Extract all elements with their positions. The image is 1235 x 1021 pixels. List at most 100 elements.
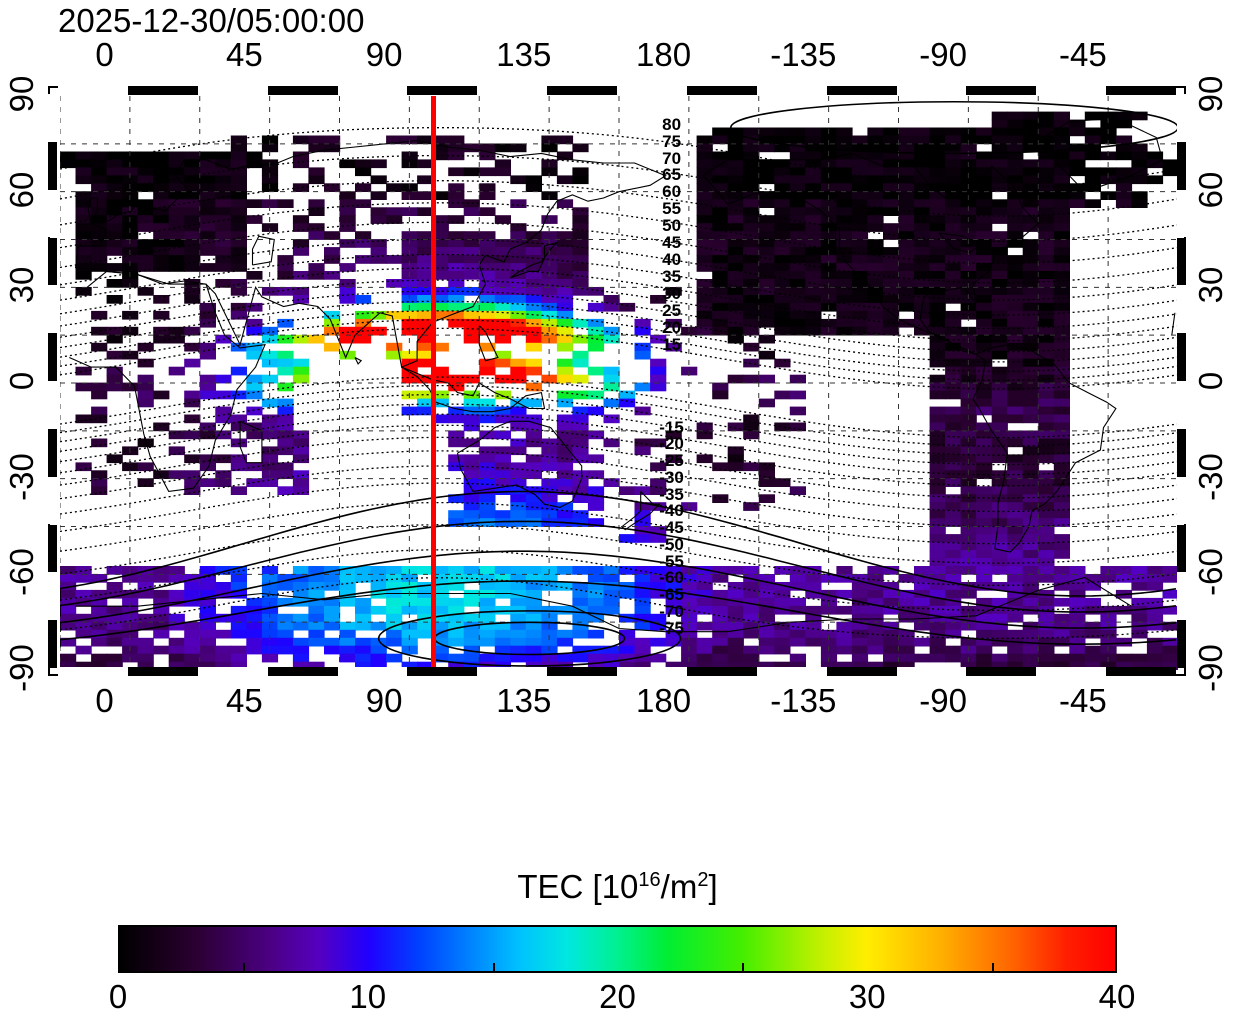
tec-cell: [727, 621, 744, 631]
tec-cell: [386, 183, 403, 192]
tec-cell: [603, 302, 620, 312]
tec-cell: [1007, 111, 1024, 121]
tec-cell: [556, 175, 574, 185]
tec-cell: [960, 494, 977, 503]
tec-cell: [60, 597, 77, 607]
tec-cell: [1053, 454, 1070, 464]
tec-cell: [758, 310, 775, 320]
tec-cell: [1053, 167, 1070, 177]
tec-cell: [883, 279, 900, 288]
colorbar-minor-tick: [992, 963, 995, 973]
frame-tick-segment: [1177, 189, 1186, 238]
colorbar[interactable]: [118, 925, 1117, 973]
tec-cell: [230, 167, 247, 177]
tec-cell: [355, 334, 372, 344]
tec-cell: [805, 295, 822, 304]
tec-cell: [91, 621, 108, 631]
tec-cell: [991, 287, 1008, 296]
tec-cell: [401, 255, 418, 264]
tec-cell: [743, 318, 760, 328]
tec-cell: [1084, 183, 1101, 192]
frame-ticks-right: [1177, 86, 1186, 676]
tec-cell: [122, 637, 139, 647]
tec-cell: [1053, 143, 1070, 153]
tec-cell: [1100, 605, 1117, 615]
tec-cell: [308, 621, 325, 631]
tec-cell: [541, 486, 558, 495]
tec-cell: [929, 287, 946, 296]
tec-cell: [758, 462, 775, 472]
tec-cell: [432, 366, 449, 376]
tec-cell: [1146, 621, 1164, 631]
tec-cell: [572, 494, 589, 503]
tec-cell: [851, 589, 869, 599]
tec-cell: [1053, 637, 1070, 647]
tec-cell: [914, 318, 931, 328]
tec-cell: [883, 566, 900, 575]
lon-tick-label: 0: [95, 36, 114, 73]
tec-map-canvas[interactable]: 80 75 70 65 60 55 50 45 40 35 30 25 20 15 -15 -20 -25 -30…: [60, 96, 1178, 670]
tec-cell: [525, 486, 542, 495]
tec-cell: [1038, 326, 1055, 336]
tec-cell: [696, 621, 713, 631]
tec-cell: [929, 566, 946, 575]
tec-cell: [137, 263, 154, 272]
tec-cell: [525, 326, 542, 336]
tec-cell: [463, 414, 480, 424]
tec-cell: [789, 175, 806, 185]
tec-cell: [587, 582, 605, 591]
tec-cell: [417, 159, 434, 169]
tec-cell: [91, 247, 108, 256]
tec-cell: [898, 199, 915, 208]
tec-cell: [417, 239, 434, 248]
dip-label-north: 65: [662, 165, 682, 185]
tec-cell: [1007, 366, 1024, 376]
tec-cell: [261, 287, 279, 296]
tec-cell: [1038, 279, 1055, 288]
tec-cell: [665, 582, 682, 591]
tec-cell: [199, 342, 216, 352]
tec-cell: [525, 382, 542, 392]
tec-cell: [836, 589, 853, 599]
tec-cell: [510, 223, 527, 232]
tec-cell: [215, 263, 232, 272]
tec-cell: [122, 462, 139, 472]
tec-cell: [277, 398, 294, 408]
tec-cell: [292, 223, 310, 232]
tec-cell: [634, 653, 651, 663]
tec-cell: [463, 661, 480, 670]
tec-cell: [91, 605, 108, 615]
tec-cell: [883, 271, 900, 280]
tec-cell: [572, 334, 589, 344]
frame-tick-segment: [267, 667, 338, 676]
tec-cell: [1084, 582, 1101, 591]
tec-cell: [1069, 151, 1086, 161]
tec-cell: [448, 454, 465, 464]
tec-cell: [246, 430, 263, 440]
tec-cell: [1022, 135, 1039, 145]
tec-cell: [1007, 462, 1024, 472]
tec-cell: [572, 143, 589, 153]
tec-cell: [75, 661, 92, 670]
tec-cell: [75, 239, 92, 248]
tec-cell: [370, 582, 387, 591]
tec-cell: [587, 326, 605, 336]
tec-cell: [1007, 430, 1024, 440]
tec-cell: [1022, 494, 1039, 503]
tec-cell: [991, 653, 1008, 663]
tec-cell: [727, 605, 744, 615]
tec-cell: [215, 175, 232, 185]
tec-cell: [867, 637, 884, 647]
tec-cell: [448, 295, 465, 304]
tec-cell: [556, 502, 574, 511]
tec-cell: [1084, 645, 1101, 655]
tec-cell: [789, 621, 806, 631]
tec-cell: [929, 302, 946, 312]
tec-cell: [914, 637, 931, 647]
tec-cell: [743, 502, 760, 511]
tec-cell: [215, 478, 232, 487]
tec-cell: [1007, 470, 1024, 479]
tec-cell: [758, 135, 775, 145]
tec-cell: [696, 223, 713, 232]
tec-cell: [650, 526, 667, 535]
